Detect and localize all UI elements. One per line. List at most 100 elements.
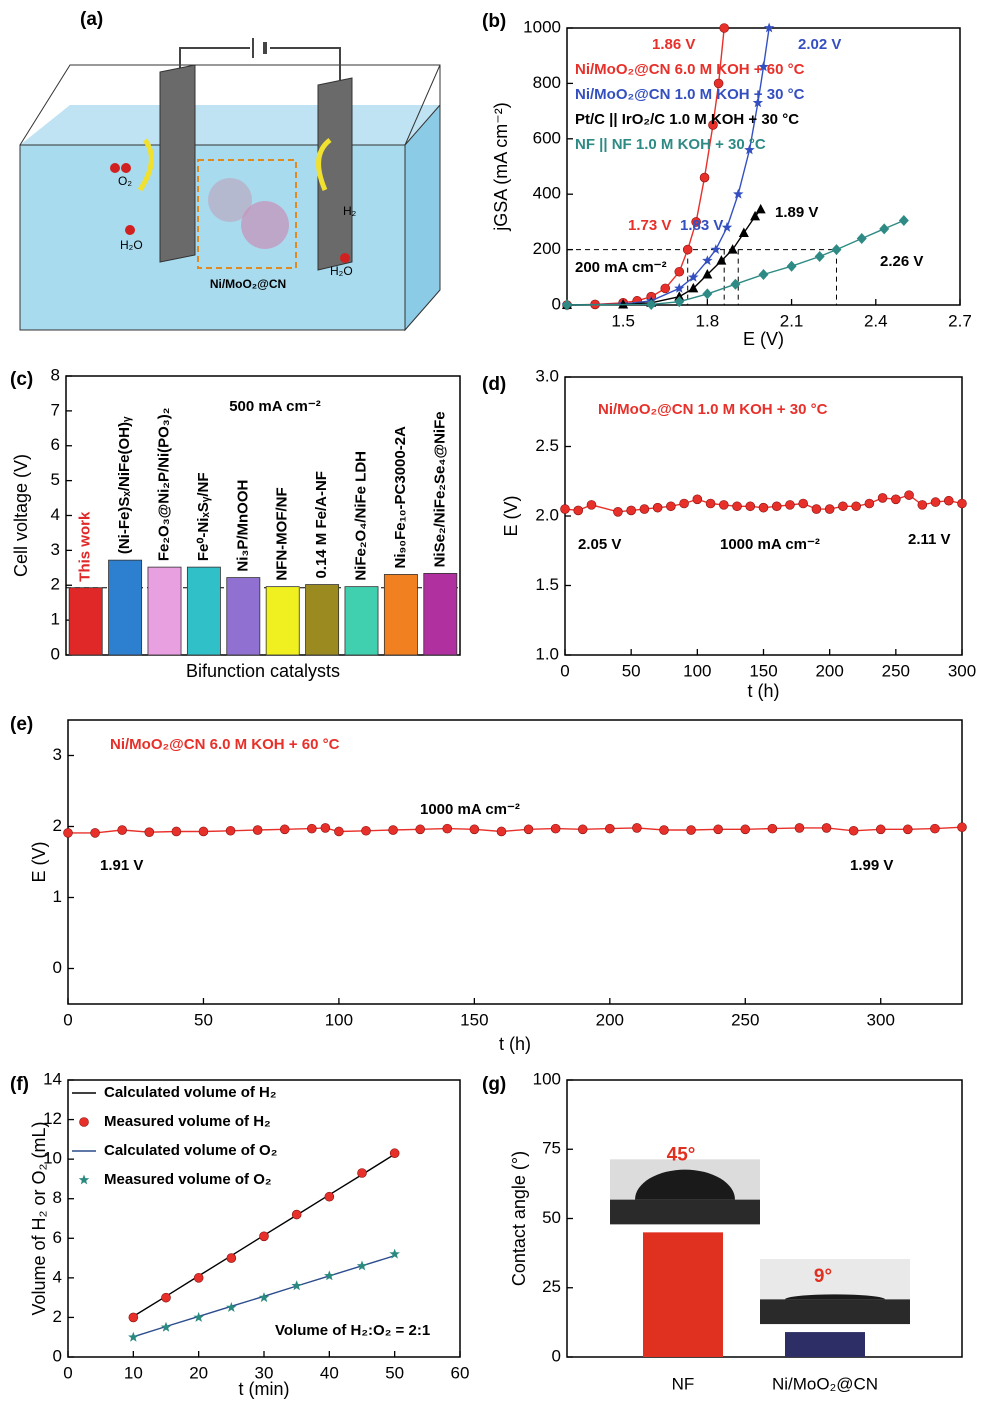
marker — [824, 504, 835, 514]
marker — [550, 823, 561, 834]
x-tick-label: 50 — [194, 1010, 213, 1029]
legend-label: Ni/MoO₂@CN 6.0 M KOH + 60 °C — [575, 61, 805, 78]
y-tick-label: 7 — [51, 400, 60, 419]
marker — [744, 144, 755, 155]
marker — [160, 1321, 172, 1332]
molecule — [110, 163, 120, 173]
x-tick-label: 60 — [451, 1363, 470, 1382]
marker — [128, 1312, 139, 1323]
x-tick-label: 150 — [460, 1010, 488, 1029]
panel: (e) 0 1 2 3 0 50 100 150 200 250 300 E (V) t (h) Ni/Mo… — [10, 714, 967, 1054]
marker — [144, 827, 155, 837]
annotation: Ni/MoO₂@CN 1.0 M KOH + 30 °C — [598, 401, 828, 418]
marker — [573, 505, 584, 516]
annotation: 1.99 V — [850, 857, 893, 874]
bar — [265, 586, 300, 656]
marker — [903, 824, 913, 835]
marker — [904, 490, 914, 500]
marker — [692, 494, 703, 505]
arrow — [316, 138, 332, 191]
marker — [702, 255, 713, 266]
x-tick-label: 2.4 — [864, 311, 888, 330]
marker — [674, 282, 685, 293]
marker — [469, 824, 480, 835]
marker — [560, 504, 570, 514]
y-tick-label: 3 — [51, 540, 60, 559]
y-tick-label: 5 — [51, 470, 60, 489]
y-tick-label: 25 — [542, 1277, 561, 1296]
category-label: NFN-MOF/NF — [274, 487, 291, 580]
value-label: 9° — [814, 1266, 832, 1287]
annotation: 1.83 V — [680, 217, 723, 234]
marker — [193, 1273, 204, 1283]
marker — [957, 822, 967, 833]
y-tick-label: 3.0 — [535, 366, 559, 385]
x-tick-label: 200 — [596, 1010, 624, 1029]
water-top — [20, 105, 440, 145]
marker — [727, 244, 738, 254]
y-tick-label: 50 — [542, 1208, 561, 1227]
category-label: This work — [77, 511, 94, 582]
annotation: 2.02 V — [798, 36, 841, 53]
marker — [639, 504, 650, 514]
marker — [324, 1270, 335, 1281]
marker — [171, 826, 182, 837]
marker — [562, 299, 572, 311]
y-tick-label: 3 — [53, 745, 62, 764]
y-tick-label: 4 — [53, 1267, 62, 1286]
annotation: 1000 mA cm⁻² — [420, 801, 520, 818]
marker — [745, 501, 756, 512]
y-axis-label: Volume of H₂ or O₂ (mL) — [29, 1121, 49, 1315]
annotation: 1.86 V — [652, 36, 695, 53]
bar — [383, 574, 418, 656]
data-line — [566, 219, 905, 306]
y-tick-label: 4 — [51, 505, 60, 524]
marker — [389, 1248, 400, 1259]
panel-label: (a) — [80, 9, 103, 30]
annotation: 2.11 V — [908, 531, 951, 548]
marker — [699, 172, 710, 183]
wire — [270, 47, 341, 80]
marker — [877, 493, 888, 503]
y-tick-label: 0 — [552, 294, 561, 313]
marker — [733, 188, 744, 199]
marker — [291, 1280, 302, 1291]
marker — [660, 283, 671, 294]
y-tick-label: 6 — [51, 435, 60, 454]
marker — [719, 23, 730, 33]
marker — [674, 266, 685, 277]
x-tick-label: 250 — [731, 1010, 759, 1029]
panel-label: (c) — [10, 369, 33, 390]
bar — [305, 584, 340, 656]
annotation: 1.73 V — [628, 217, 671, 234]
marker — [320, 823, 331, 833]
y-tick-label: 600 — [533, 128, 561, 147]
marker — [856, 233, 867, 245]
y-axis-label: Cell voltage (V) — [11, 454, 31, 577]
marker — [632, 823, 642, 833]
plot-frame — [564, 376, 963, 656]
marker — [755, 203, 766, 214]
category-label: Fe₂O₃@Ni₂P/Ni(PO₃)₂ — [155, 408, 172, 562]
marker — [691, 217, 701, 227]
x-tick-label: 1.5 — [611, 311, 635, 330]
bar — [186, 566, 221, 656]
legend-label: NF || NF 1.0 M KOH + 30 °C — [575, 136, 766, 153]
droplet — [635, 1169, 735, 1200]
x-tick-label: 0 — [560, 661, 569, 680]
marker — [117, 825, 127, 835]
panel-label: (f) — [10, 1074, 29, 1095]
x-tick-label: 300 — [948, 661, 976, 680]
tank-edge — [404, 64, 441, 146]
marker — [415, 824, 425, 835]
x-tick-label: 10 — [124, 1363, 143, 1382]
marker — [752, 97, 764, 108]
marker — [682, 244, 693, 255]
marker — [798, 498, 809, 509]
marker — [674, 291, 685, 301]
y-axis-label: jGSA (mA cm⁻²) — [491, 102, 511, 232]
marker — [688, 271, 699, 282]
marker — [713, 824, 723, 835]
x-axis-label: t (h) — [747, 681, 779, 701]
x-tick-label: 40 — [320, 1363, 339, 1382]
